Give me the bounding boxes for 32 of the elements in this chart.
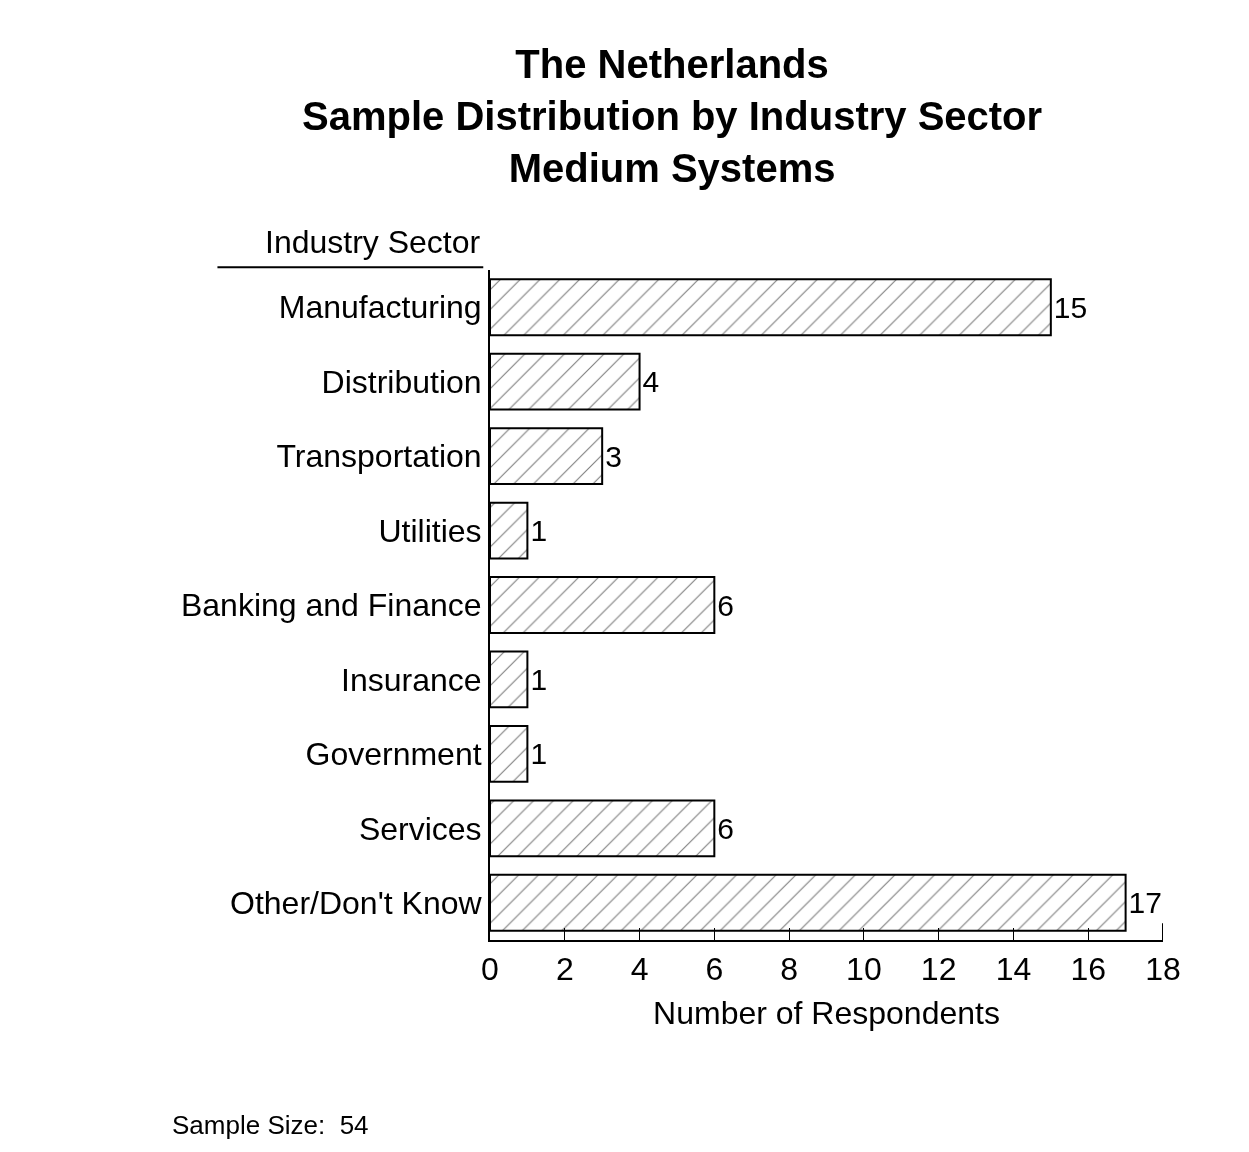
x-tick-label: 18 [1145,951,1181,988]
data-label: 1 [530,737,548,771]
x-tick-label: 6 [705,951,724,988]
text: Sample Size: 54 [172,1110,369,1140]
data-label: 1 [530,662,548,696]
y-tick-label: Distribution [321,363,482,400]
x-tick-label: 10 [846,951,882,988]
y-tick-label: Insurance [341,661,482,698]
data-label: 6 [717,588,735,622]
y-tick-label: Manufacturing [278,289,482,326]
chart-title: The Netherlands Sample Distribution by Industry Sector Medium Systems [302,42,1043,190]
y-tick-label: Banking and Finance [180,587,482,624]
data-label: 15 [1053,290,1088,324]
x-axis-title: Number of Respondents [653,994,1000,1031]
data-label: 6 [717,811,735,845]
y-tick-label: Other/Don't Know [230,884,483,921]
y-tick-label: Utilities [378,512,482,549]
x-tick-label: 4 [630,951,649,988]
x-tick-label: 14 [995,951,1032,988]
x-tick-label: 8 [780,951,799,988]
data-label: 1 [530,514,548,548]
y-tick-label: Government [305,736,482,773]
x-tick-label: 2 [555,951,574,988]
x-tick-label: 12 [920,951,957,988]
data-label: 4 [642,365,660,399]
x-tick-label: 16 [1070,951,1107,988]
y-tick-label: Transportation [276,438,482,475]
data-label: 3 [605,439,622,473]
x-tick-label: 0 [481,951,499,988]
data-label: 17 [1128,886,1162,920]
y-axis-title: Industry Sector [265,224,481,260]
y-tick-label: Services [358,810,482,847]
